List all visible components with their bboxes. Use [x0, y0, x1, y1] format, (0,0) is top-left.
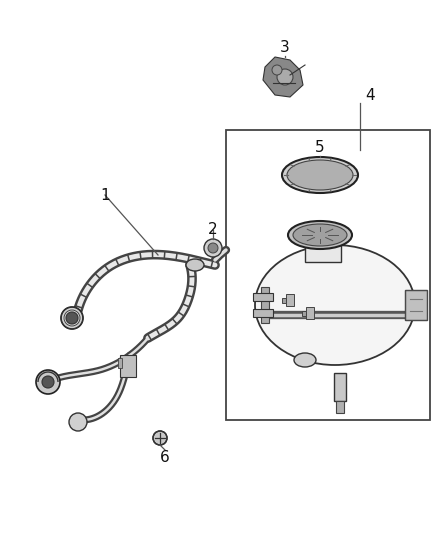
Circle shape: [272, 65, 282, 75]
Ellipse shape: [294, 353, 316, 367]
Text: 6: 6: [160, 450, 170, 465]
Ellipse shape: [282, 157, 358, 193]
Bar: [405, 290, 427, 320]
Bar: [120, 355, 136, 377]
Bar: [306, 307, 314, 319]
Bar: [336, 401, 344, 413]
Bar: [302, 311, 306, 316]
Bar: [286, 294, 294, 306]
Bar: [253, 293, 273, 301]
Bar: [282, 298, 286, 303]
Bar: [309, 230, 337, 244]
Circle shape: [61, 307, 83, 329]
Ellipse shape: [293, 224, 347, 246]
Circle shape: [153, 431, 167, 445]
Ellipse shape: [288, 221, 352, 249]
Text: 5: 5: [315, 141, 325, 156]
Bar: [405, 290, 427, 320]
Bar: [118, 358, 122, 368]
Text: 3: 3: [280, 41, 290, 55]
Text: 2: 2: [208, 222, 218, 238]
Circle shape: [36, 370, 60, 394]
Circle shape: [42, 376, 54, 388]
Ellipse shape: [255, 245, 415, 365]
Circle shape: [277, 69, 293, 85]
Circle shape: [204, 239, 222, 257]
Bar: [334, 373, 346, 401]
Circle shape: [66, 312, 78, 324]
Polygon shape: [263, 57, 303, 97]
Bar: [261, 287, 269, 323]
Circle shape: [208, 243, 218, 253]
Bar: [253, 309, 273, 317]
Ellipse shape: [186, 259, 204, 271]
Bar: [226, 130, 430, 420]
Bar: [305, 242, 341, 262]
Text: 4: 4: [365, 87, 375, 102]
Text: 1: 1: [100, 188, 110, 203]
Circle shape: [69, 413, 87, 431]
Ellipse shape: [287, 160, 353, 190]
